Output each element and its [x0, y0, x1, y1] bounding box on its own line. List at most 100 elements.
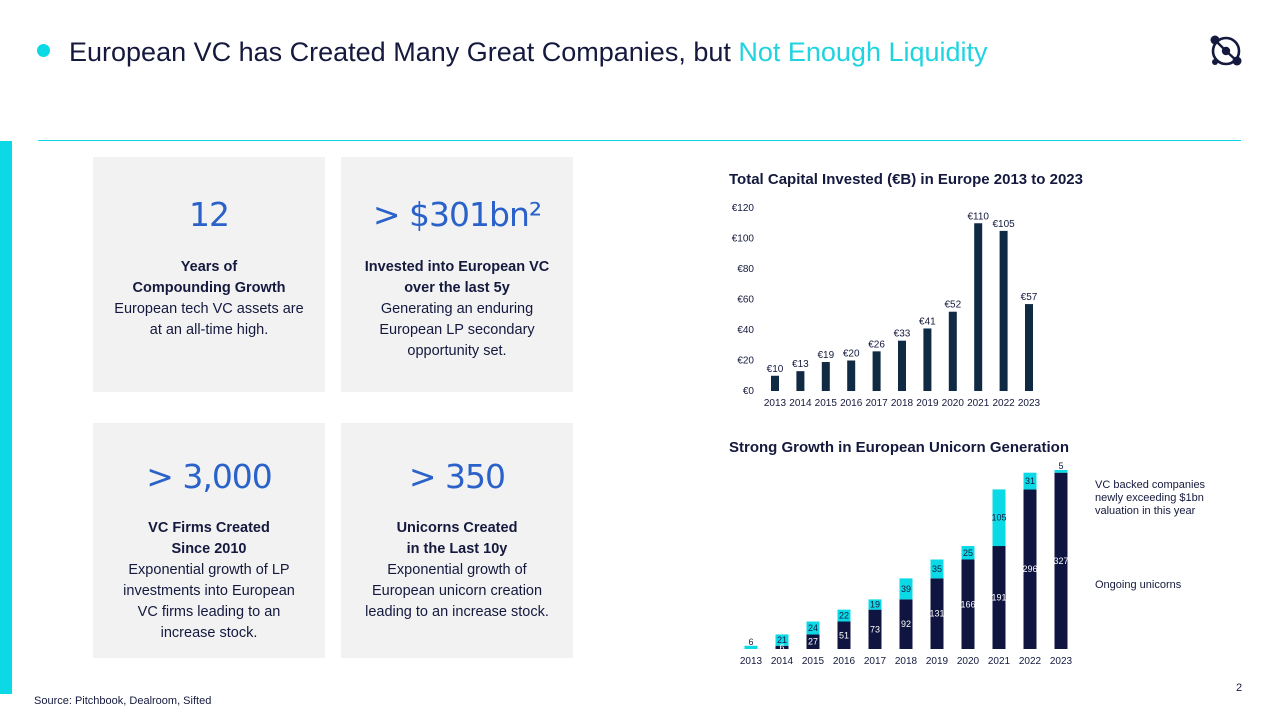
ongoing-label: 51	[839, 630, 849, 640]
x-tick-label: 2018	[891, 398, 914, 409]
ongoing-label: 191	[991, 593, 1006, 603]
stat-card-years: 12 Years of Compounding Growth European …	[93, 157, 325, 392]
x-tick-label: 2014	[789, 398, 812, 409]
new-bar-2022	[1023, 472, 1037, 490]
new-label: 6	[748, 637, 753, 647]
ongoing-label: 327	[1053, 556, 1068, 566]
unicorn-growth-chart: 6201362120142724201551222016731920179239…	[740, 462, 1073, 667]
x-tick-label: 2019	[926, 656, 949, 667]
page-title-accent: Not Enough Liquidity	[738, 37, 988, 67]
stat-heading-line2: over the last 5y	[404, 280, 510, 296]
bar-2019	[923, 328, 932, 391]
x-tick-label: 2021	[967, 398, 990, 409]
new-bar-2014	[775, 634, 789, 646]
y-tick-label: €20	[737, 356, 754, 367]
bar-2017	[872, 351, 881, 391]
stat-heading-line2: Compounding Growth	[132, 280, 286, 296]
legend-new-unicorns: VC backed companies newly exceeding $1bn…	[1095, 479, 1205, 518]
ongoing-bar-2017	[868, 609, 882, 649]
stat-body-line2: at an all-time high.	[149, 322, 269, 338]
stat-value: > 3,000	[146, 457, 273, 496]
new-bar-2013	[744, 645, 758, 649]
y-tick-label: €0	[743, 386, 755, 397]
x-tick-label: 2014	[771, 656, 794, 667]
stat-body-line1: Exponential growth of	[387, 562, 527, 578]
bar-2020	[948, 311, 957, 391]
x-tick-label: 2013	[764, 398, 787, 409]
ongoing-bar-2020	[961, 559, 975, 649]
stat-heading-line2: in the Last 10y	[406, 541, 508, 557]
stat-heading-line1: Years of	[180, 259, 238, 275]
x-tick-label: 2017	[865, 398, 888, 409]
new-label: 21	[777, 635, 787, 645]
data-label: €105	[992, 219, 1015, 230]
page-title: European VC has Created Many Great Compa…	[69, 33, 988, 71]
stat-body-line4: increase stock.	[160, 625, 258, 641]
new-bar-2020	[961, 546, 975, 560]
ongoing-bar-2019	[930, 578, 944, 649]
new-label: 19	[870, 600, 880, 610]
new-label: 105	[991, 513, 1006, 523]
new-bar-2017	[868, 599, 882, 610]
ongoing-label: 92	[901, 619, 911, 629]
header-divider	[38, 140, 1241, 141]
x-tick-label: 2020	[957, 656, 980, 667]
stat-body-line2: European LP secondary	[379, 322, 535, 338]
legend-new-line1: VC backed companies	[1095, 479, 1206, 491]
stat-card-vc-firms: > 3,000 VC Firms Created Since 2010 Expo…	[93, 423, 325, 658]
ongoing-bar-2015	[806, 634, 820, 649]
data-label: €10	[767, 364, 784, 375]
new-label: 25	[963, 548, 973, 558]
x-tick-label: 2023	[1050, 656, 1073, 667]
data-label: €41	[919, 316, 936, 327]
legend-new-line3: valuation in this year	[1095, 505, 1196, 517]
stat-heading-line1: Unicorns Created	[396, 520, 518, 536]
stat-body-line3: opportunity set.	[407, 343, 507, 359]
data-label: €13	[792, 359, 809, 370]
new-bar-2016	[837, 609, 851, 622]
ongoing-label: 131	[929, 609, 944, 619]
new-label: 24	[808, 623, 818, 633]
x-tick-label: 2018	[895, 656, 918, 667]
bar-2023	[1025, 304, 1033, 391]
page-number: 2	[1236, 682, 1243, 694]
unicorn-chart-title: Strong Growth in European Unicorn Genera…	[729, 439, 1070, 456]
capital-chart-title: Total Capital Invested (€B) in Europe 20…	[729, 171, 1083, 188]
ongoing-bar-2014	[775, 645, 789, 649]
bar-2013	[771, 375, 779, 391]
source-note: Source: Pitchbook, Dealroom, Sifted	[34, 695, 212, 707]
stat-value: 12	[189, 195, 230, 234]
stat-body-line3: leading to an increase stock.	[365, 604, 549, 620]
data-label: €33	[894, 329, 911, 340]
x-tick-label: 2022	[992, 398, 1015, 409]
stat-body-line1: Generating an enduring	[380, 301, 534, 317]
new-label: 39	[901, 584, 911, 594]
stat-heading-line1: Invested into European VC	[364, 259, 550, 275]
stat-body-line2: European unicorn creation	[371, 583, 543, 599]
x-tick-label: 2023	[1018, 398, 1041, 409]
new-bar-2021	[992, 489, 1006, 547]
stat-body-line3: VC firms leading to an	[137, 604, 281, 620]
accent-sidebar-bar	[0, 141, 12, 694]
new-label: 31	[1025, 476, 1035, 486]
ongoing-bar-2022	[1023, 489, 1037, 649]
legend-new-line2: newly exceeding $1bn	[1095, 492, 1204, 504]
ongoing-bar-2018	[899, 599, 913, 649]
bar-2016	[847, 360, 856, 391]
x-tick-label: 2016	[833, 656, 856, 667]
x-tick-label: 2021	[988, 656, 1011, 667]
new-label: 35	[932, 564, 942, 574]
data-label: €52	[944, 300, 961, 311]
data-label: €19	[817, 350, 834, 361]
new-bar-2015	[806, 621, 820, 635]
new-label: 5	[1058, 462, 1063, 471]
bar-2022	[999, 230, 1008, 391]
bar-2021	[974, 223, 983, 391]
y-tick-label: €80	[737, 264, 754, 275]
bar-2018	[898, 340, 906, 391]
bar-2014	[796, 371, 805, 391]
ongoing-label: 73	[870, 624, 880, 634]
stat-heading-line1: VC Firms Created	[148, 520, 270, 536]
stat-body-line2: investments into European	[123, 583, 295, 599]
ongoing-label: 166	[960, 599, 975, 609]
